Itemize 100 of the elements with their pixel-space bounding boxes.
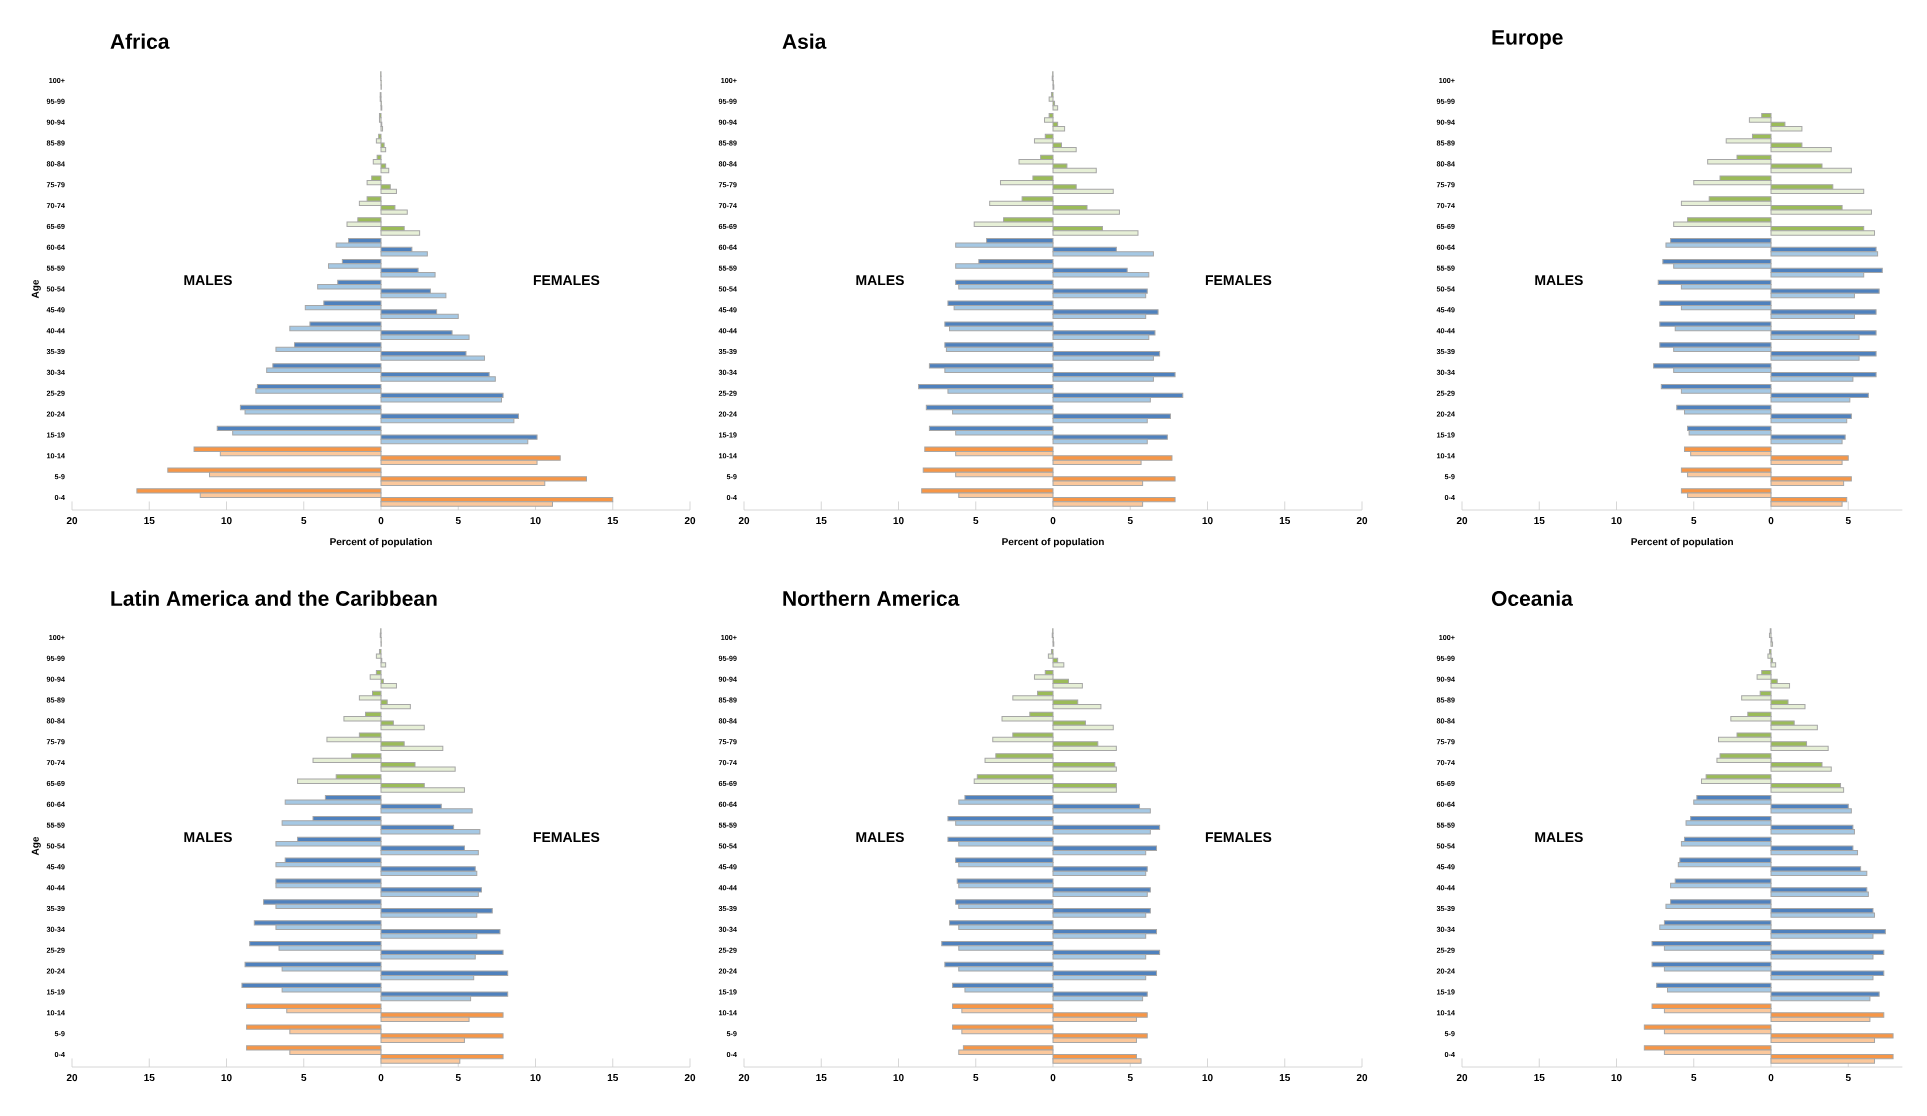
bar <box>380 188 397 195</box>
chart-title: Africa <box>110 33 170 49</box>
bar <box>246 1003 382 1009</box>
x-tick-label: 20 <box>738 517 750 525</box>
bar <box>380 662 387 668</box>
annotation: MALES <box>184 832 232 843</box>
bar <box>1659 321 1772 327</box>
x-tick-label: 15 <box>607 517 619 525</box>
bar <box>380 849 479 856</box>
bar <box>378 133 382 140</box>
bar <box>1770 167 1852 174</box>
x-tick-label: 15 <box>1534 517 1545 525</box>
bar <box>246 1024 382 1030</box>
bar <box>1052 995 1144 1002</box>
bar <box>1770 209 1872 215</box>
annotation: MALES <box>184 275 232 286</box>
x-tick-label: 5 <box>1845 517 1851 525</box>
bar <box>380 787 465 793</box>
bar <box>956 878 1054 884</box>
bar <box>1048 96 1054 102</box>
bar <box>376 154 382 161</box>
bar <box>1052 683 1083 689</box>
x-tick-label: 20 <box>1356 1074 1368 1082</box>
bar <box>380 313 459 320</box>
annotation: MALES <box>856 832 904 843</box>
x-tick-label: 5 <box>301 517 307 525</box>
bar <box>380 251 428 257</box>
bar <box>1770 703 1806 710</box>
bar <box>369 674 382 680</box>
x-tick-label: 5 <box>301 1074 307 1082</box>
bar <box>1052 891 1148 897</box>
bar <box>1679 857 1772 863</box>
bar <box>1052 745 1117 752</box>
chart-title: Northern America <box>783 590 960 606</box>
bar <box>1052 766 1117 772</box>
bar <box>1052 808 1151 814</box>
x-tick-label: 5 <box>1691 517 1697 525</box>
bar <box>380 724 425 731</box>
bar <box>1770 417 1848 424</box>
bar <box>1719 753 1772 759</box>
bar <box>1052 105 1059 111</box>
x-tick-label: 0 <box>1768 517 1774 525</box>
bar <box>1767 653 1772 659</box>
x-tick-label: 20 <box>1356 517 1368 525</box>
bar <box>1683 446 1772 452</box>
bar <box>1052 1058 1142 1064</box>
x-tick-label: 0 <box>378 517 384 525</box>
x-tick-label: 0 <box>378 1074 384 1082</box>
x-tick-label: 0 <box>1050 1074 1056 1082</box>
bar <box>1770 146 1832 153</box>
bar <box>1052 188 1114 195</box>
bar <box>1048 112 1054 119</box>
bar <box>1643 1024 1772 1030</box>
bar <box>380 334 470 340</box>
x-tick-label: 0 <box>1050 517 1056 525</box>
x-tick-label: 10 <box>893 517 904 525</box>
bar <box>193 446 382 452</box>
x-tick-label: 5 <box>1691 1074 1697 1082</box>
x-tick-label: 10 <box>221 1074 232 1082</box>
bar <box>1052 870 1147 877</box>
bar <box>1770 724 1818 731</box>
bar <box>1770 251 1879 257</box>
bar <box>1651 1003 1772 1009</box>
bar <box>1770 870 1868 877</box>
bar <box>380 142 385 148</box>
bar <box>380 167 390 174</box>
annotation: FEMALES <box>533 275 600 286</box>
x-tick-label: 15 <box>1279 1074 1291 1082</box>
bar <box>167 467 382 473</box>
bar <box>1770 787 1845 793</box>
x-tick-label: 15 <box>816 517 827 525</box>
x-axis-title: Percent of population <box>1002 537 1104 548</box>
x-tick-label: 15 <box>144 1074 155 1082</box>
x-tick-label: 15 <box>607 1074 619 1082</box>
bar <box>1052 662 1065 668</box>
bar <box>380 766 456 772</box>
bar <box>380 209 408 215</box>
x-tick-label: 15 <box>1534 1074 1545 1082</box>
bar <box>380 745 444 752</box>
bar <box>275 878 382 884</box>
annotation: FEMALES <box>1205 275 1272 286</box>
x-tick-label: 5 <box>1845 1074 1851 1082</box>
bar <box>1047 653 1054 659</box>
x-tick-label: 15 <box>816 1074 827 1082</box>
bar <box>380 891 479 897</box>
x-tick-label: 10 <box>1611 1074 1622 1082</box>
x-tick-label: 20 <box>684 1074 696 1082</box>
bar <box>1044 117 1054 123</box>
bar <box>380 703 411 710</box>
x-tick-label: 5 <box>1127 517 1133 525</box>
bar <box>380 376 496 382</box>
annotation: MALES <box>1535 275 1583 286</box>
bar <box>1052 787 1117 793</box>
bar <box>1770 188 1865 195</box>
bar <box>1052 912 1147 918</box>
annotation: MALES <box>856 275 904 286</box>
bar <box>1770 891 1869 897</box>
bar <box>380 146 387 153</box>
bar <box>380 683 397 689</box>
x-tick-label: 10 <box>1202 517 1213 525</box>
